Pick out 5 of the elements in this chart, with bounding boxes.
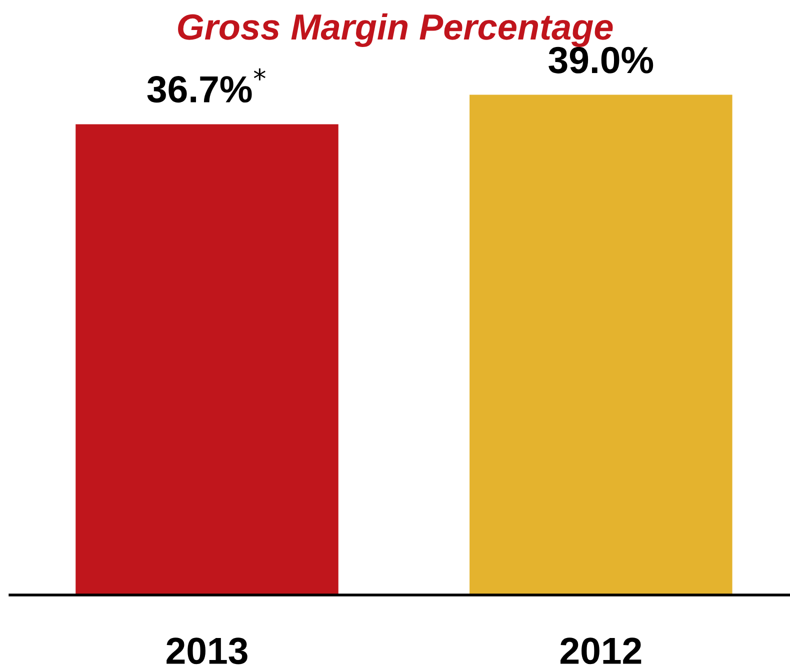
data-label: 36.7%$^{*}$	[147, 68, 266, 103]
x-tick-label: 2012	[560, 638, 642, 664]
chart-title: Gross Margin Percentage	[178, 13, 613, 47]
x-tick-label: 2013	[166, 638, 248, 664]
data-label: 39.0%	[548, 46, 654, 74]
